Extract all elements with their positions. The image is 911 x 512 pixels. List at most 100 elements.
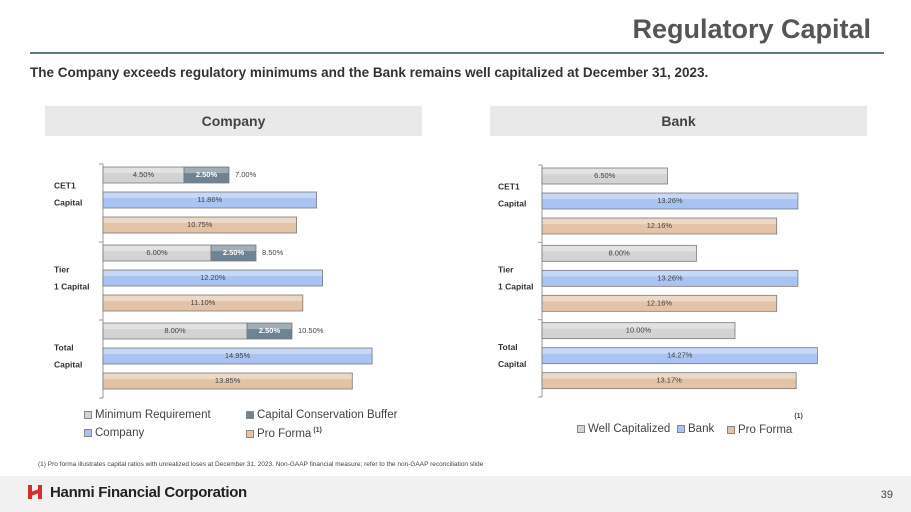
- company-ratio-label: 11.86%: [197, 195, 222, 204]
- company-min-bar-highlight: [103, 245, 211, 252]
- legend-well-capitalized: Well Capitalized: [577, 423, 670, 435]
- company-proforma-label: 13.85%: [215, 376, 241, 385]
- company-buffer-bar: [210, 244, 257, 262]
- bank-category-label-line1: Total: [498, 342, 518, 352]
- bank-ratio-bar: [541, 269, 799, 287]
- legend-bank: Bank: [677, 423, 714, 435]
- company-min-label: 8.00%: [164, 326, 186, 335]
- legend-label-bank: Bank: [688, 423, 715, 435]
- footer-bar: [0, 476, 911, 512]
- bank-well-capitalized-bar-highlight: [542, 168, 667, 175]
- bank-ratio-bar-highlight: [542, 270, 798, 277]
- bank-well-capitalized-bar-highlight: [542, 323, 735, 329]
- company-ratio-bar: [102, 347, 373, 365]
- company-total-label: 8.50%: [262, 248, 284, 257]
- bank-proforma-bar: [541, 372, 797, 390]
- legend-buffer: Capital Conservation Buffer: [246, 409, 397, 421]
- bank-proforma-label: 13.17%: [656, 376, 682, 385]
- company-proforma-bar: [102, 294, 304, 312]
- bank-proforma-bar: [541, 294, 778, 312]
- legend-label-company: Company: [95, 427, 145, 439]
- page-subtitle: The Company exceeds regulatory minimums …: [30, 65, 709, 80]
- bank-proforma-bar-highlight: [542, 218, 777, 225]
- legend-swatch-well-capitalized: [577, 424, 585, 433]
- company-category-label-line1: Tier: [54, 264, 70, 274]
- bank-category-label-line2: 1 Capital: [498, 282, 533, 292]
- bank-ratio-bar: [541, 192, 799, 210]
- bank-panel-header: Bank: [490, 106, 867, 136]
- legend-label-bank-proforma: Pro Forma: [738, 423, 793, 436]
- legend-swatch-bank-proforma: [727, 425, 735, 434]
- bank-well-capitalized-label: 8.00%: [609, 248, 631, 257]
- company-buffer-label: 2.50%: [196, 170, 218, 179]
- bank-proforma-bar-highlight: [542, 373, 796, 379]
- company-panel-header: Company: [45, 106, 422, 136]
- legend-proforma: Pro Forma (1): [246, 427, 322, 440]
- company-category-label-line2: Capital: [54, 197, 82, 207]
- company-ratio-label: 14.95%: [225, 351, 251, 360]
- footnote: (1) Pro forma illustrates capital ratios…: [38, 461, 484, 468]
- hanmi-logo-icon: [26, 483, 44, 501]
- company-ratio-bar: [102, 269, 324, 287]
- company-proforma-bar-highlight: [103, 217, 296, 224]
- legend-label-buffer: Capital Conservation Buffer: [257, 409, 398, 421]
- bank-well-capitalized-bar: [541, 322, 736, 340]
- company-category-label-line1: CET1: [54, 180, 76, 190]
- company-category-label-line2: Capital: [54, 359, 82, 369]
- legend-company: Company: [84, 427, 144, 439]
- legend-swatch-minimum: [84, 410, 92, 419]
- company-category-label-line1: Total: [54, 342, 74, 352]
- company-min-bar-highlight: [103, 323, 247, 330]
- company-min-label: 6.00%: [146, 248, 168, 257]
- bank-category-label-line2: Capital: [498, 359, 526, 369]
- bank-ratio-label: 13.26%: [657, 196, 683, 205]
- company-buffer-bar: [183, 166, 230, 184]
- bank-ratio-label: 13.26%: [657, 273, 683, 282]
- company-ratio-bar: [102, 191, 317, 209]
- bank-well-capitalized-bar: [541, 167, 668, 185]
- company-min-bar-highlight: [103, 167, 184, 174]
- legend-swatch-company: [84, 428, 92, 437]
- company-proforma-bar-highlight: [103, 373, 352, 380]
- company-total-label: 7.00%: [235, 170, 257, 179]
- legend-swatch-proforma: [246, 429, 254, 438]
- title-rule: [30, 52, 884, 54]
- bank-proforma-label: 12.16%: [647, 298, 673, 307]
- bank-proforma-bar-highlight: [542, 295, 777, 302]
- page-number: 39: [880, 489, 893, 501]
- company-ratio-label: 12.20%: [200, 273, 226, 282]
- bank-ratio-label: 14.27%: [667, 351, 693, 360]
- bank-well-capitalized-bar-highlight: [542, 245, 696, 252]
- legend-bank-proforma: Pro Forma(1): [727, 413, 803, 436]
- legend-minimum: Minimum Requirement: [84, 409, 211, 421]
- company-proforma-label: 11.10%: [190, 298, 215, 307]
- company-proforma-label: 10.75%: [187, 220, 213, 229]
- company-ratio-bar-highlight: [103, 348, 372, 355]
- company-category-label-line2: 1 Capital: [54, 281, 89, 291]
- bank-category-label-line2: Capital: [498, 198, 526, 208]
- legend-label-well-capitalized: Well Capitalized: [588, 423, 671, 435]
- company-buffer-bar: [246, 322, 293, 340]
- bank-category-label-line1: CET1: [498, 181, 520, 191]
- bank-category-label-line1: Tier: [498, 265, 514, 275]
- legend-label-minimum: Minimum Requirement: [95, 409, 211, 421]
- bank-ratio-bar: [541, 347, 818, 365]
- bank-ratio-bar-highlight: [542, 348, 817, 354]
- company-buffer-bar-highlight: [184, 167, 229, 174]
- company-ratio-bar-highlight: [103, 270, 323, 277]
- company-buffer-label: 2.50%: [259, 326, 281, 335]
- company-proforma-bar-highlight: [103, 295, 303, 302]
- company-ratio-bar-highlight: [103, 192, 316, 199]
- bank-proforma-bar: [541, 217, 778, 235]
- bank-well-capitalized-label: 10.00%: [626, 326, 652, 335]
- page-title: Regulatory Capital: [632, 14, 871, 44]
- bank-well-capitalized-bar: [541, 244, 697, 262]
- company-name: Hanmi Financial Corporation: [50, 483, 247, 501]
- bank-well-capitalized-label: 6.50%: [594, 171, 616, 180]
- bank-ratio-bar-highlight: [542, 193, 798, 200]
- legend-sup-bank: (1): [794, 413, 803, 420]
- company-min-label: 4.50%: [133, 170, 155, 179]
- legend-label-proforma: Pro Forma: [257, 427, 312, 440]
- legend-swatch-buffer: [246, 410, 254, 419]
